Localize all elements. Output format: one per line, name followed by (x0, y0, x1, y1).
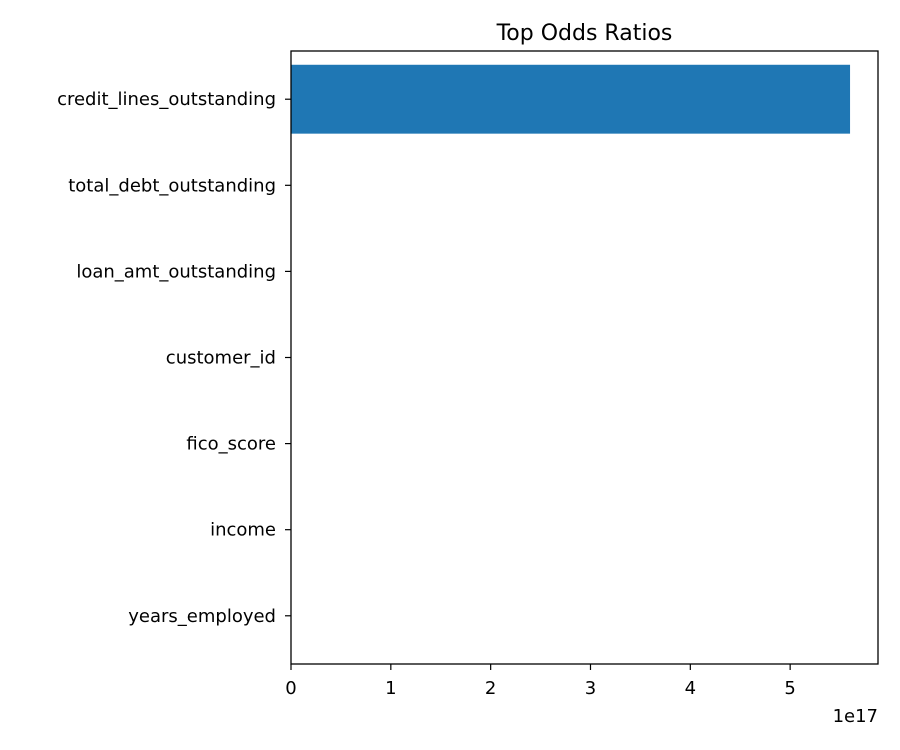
y-tick-label: years_employed (128, 606, 276, 627)
y-tick-label: total_debt_outstanding (68, 175, 276, 196)
y-axis-ticks: credit_lines_outstanding total_debt_outst… (57, 89, 291, 627)
y-tick-label: loan_amt_outstanding (76, 261, 276, 282)
bars-layer (291, 64, 851, 134)
x-axis-ticks: 0 1 2 3 4 5 (285, 664, 796, 699)
x-tick-label: 3 (585, 678, 596, 699)
x-tick-label: 2 (485, 678, 496, 699)
x-tick-label: 1 (385, 678, 396, 699)
bar-credit_lines_outstanding (291, 64, 851, 134)
x-axis-offset-label: 1e17 (833, 706, 878, 727)
x-tick-label: 5 (784, 678, 795, 699)
y-tick-label: fico_score (186, 434, 276, 455)
y-tick-label: customer_id (166, 348, 276, 369)
y-tick-label: income (210, 520, 276, 541)
x-tick-label: 0 (285, 678, 296, 699)
x-tick-label: 4 (685, 678, 696, 699)
y-tick-label: credit_lines_outstanding (57, 89, 276, 110)
plot-area-frame (290, 50, 879, 665)
chart-title: Top Odds Ratios (496, 21, 673, 46)
